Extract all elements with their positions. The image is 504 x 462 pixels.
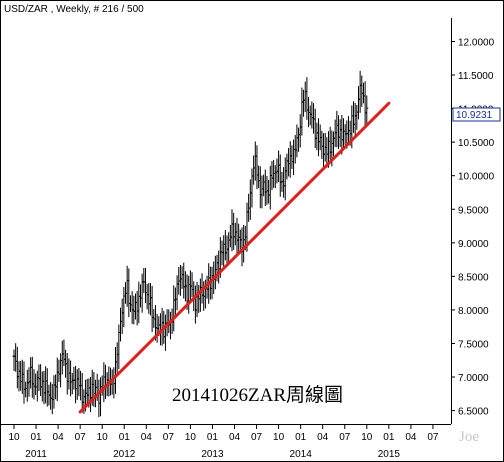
x-tick-label: 04 xyxy=(141,432,153,443)
x-tick-label: 10 xyxy=(185,432,197,443)
x-tick-label: 01 xyxy=(295,432,307,443)
x-tick-label: 07 xyxy=(339,432,351,443)
x-tick-label: 04 xyxy=(405,432,417,443)
trendline-group xyxy=(78,101,391,414)
author-signature: Joe xyxy=(459,429,479,445)
x-tick-label: 10 xyxy=(8,432,20,443)
y-tick-label: 8.5000 xyxy=(458,272,489,283)
y-tick-label: 9.5000 xyxy=(458,205,489,216)
y-tick-label: 10.5000 xyxy=(458,138,495,149)
support-trendline xyxy=(78,101,391,414)
x-year-label: 2015 xyxy=(378,449,401,460)
x-tick-label: 10 xyxy=(273,432,285,443)
x-tick-label: 01 xyxy=(383,432,395,443)
x-tick-label: 10 xyxy=(361,432,373,443)
chart-caption: 20141026ZAR周線圖 xyxy=(172,384,343,406)
x-tick-label: 07 xyxy=(75,432,87,443)
x-year-label: 2012 xyxy=(113,449,136,460)
y-tick-label: 6.5000 xyxy=(458,407,489,418)
y-tick-label: 8.0000 xyxy=(458,306,489,317)
x-tick-label: 07 xyxy=(163,432,175,443)
candle-series xyxy=(12,70,369,418)
x-tick-label: 10 xyxy=(97,432,109,443)
last-value-label: 10.9231 xyxy=(456,110,493,121)
y-tick-label: 7.5000 xyxy=(458,339,489,350)
x-tick-label: 01 xyxy=(119,432,131,443)
x-tick-label: 07 xyxy=(427,432,439,443)
x-tick-label: 04 xyxy=(53,432,65,443)
x-tick-label: 01 xyxy=(207,432,219,443)
x-tick-label: 04 xyxy=(229,432,241,443)
x-year-label: 2013 xyxy=(201,449,224,460)
x-tick-label: 07 xyxy=(251,432,263,443)
x-tick-label: 01 xyxy=(30,432,42,443)
x-year-label: 2011 xyxy=(25,449,47,460)
y-tick-label: 11.5000 xyxy=(458,71,494,82)
last-value-box xyxy=(452,107,501,122)
y-tick-label: 9.0000 xyxy=(458,239,489,250)
y-tick-label: 10.0000 xyxy=(458,172,495,183)
x-tick-label: 04 xyxy=(317,432,329,443)
x-tick-group: 10 01 04 07 10 01 04 07 10 01 04 07 10 01 04 07 10 01 04 07… xyxy=(8,424,439,460)
x-year-label: 2014 xyxy=(290,449,313,460)
y-tick-label: 7.0000 xyxy=(458,373,489,384)
y-tick-label: 12.0000 xyxy=(458,37,495,48)
chart-header: USD/ZAR , Weekly, # 216 / 500 xyxy=(4,4,144,15)
